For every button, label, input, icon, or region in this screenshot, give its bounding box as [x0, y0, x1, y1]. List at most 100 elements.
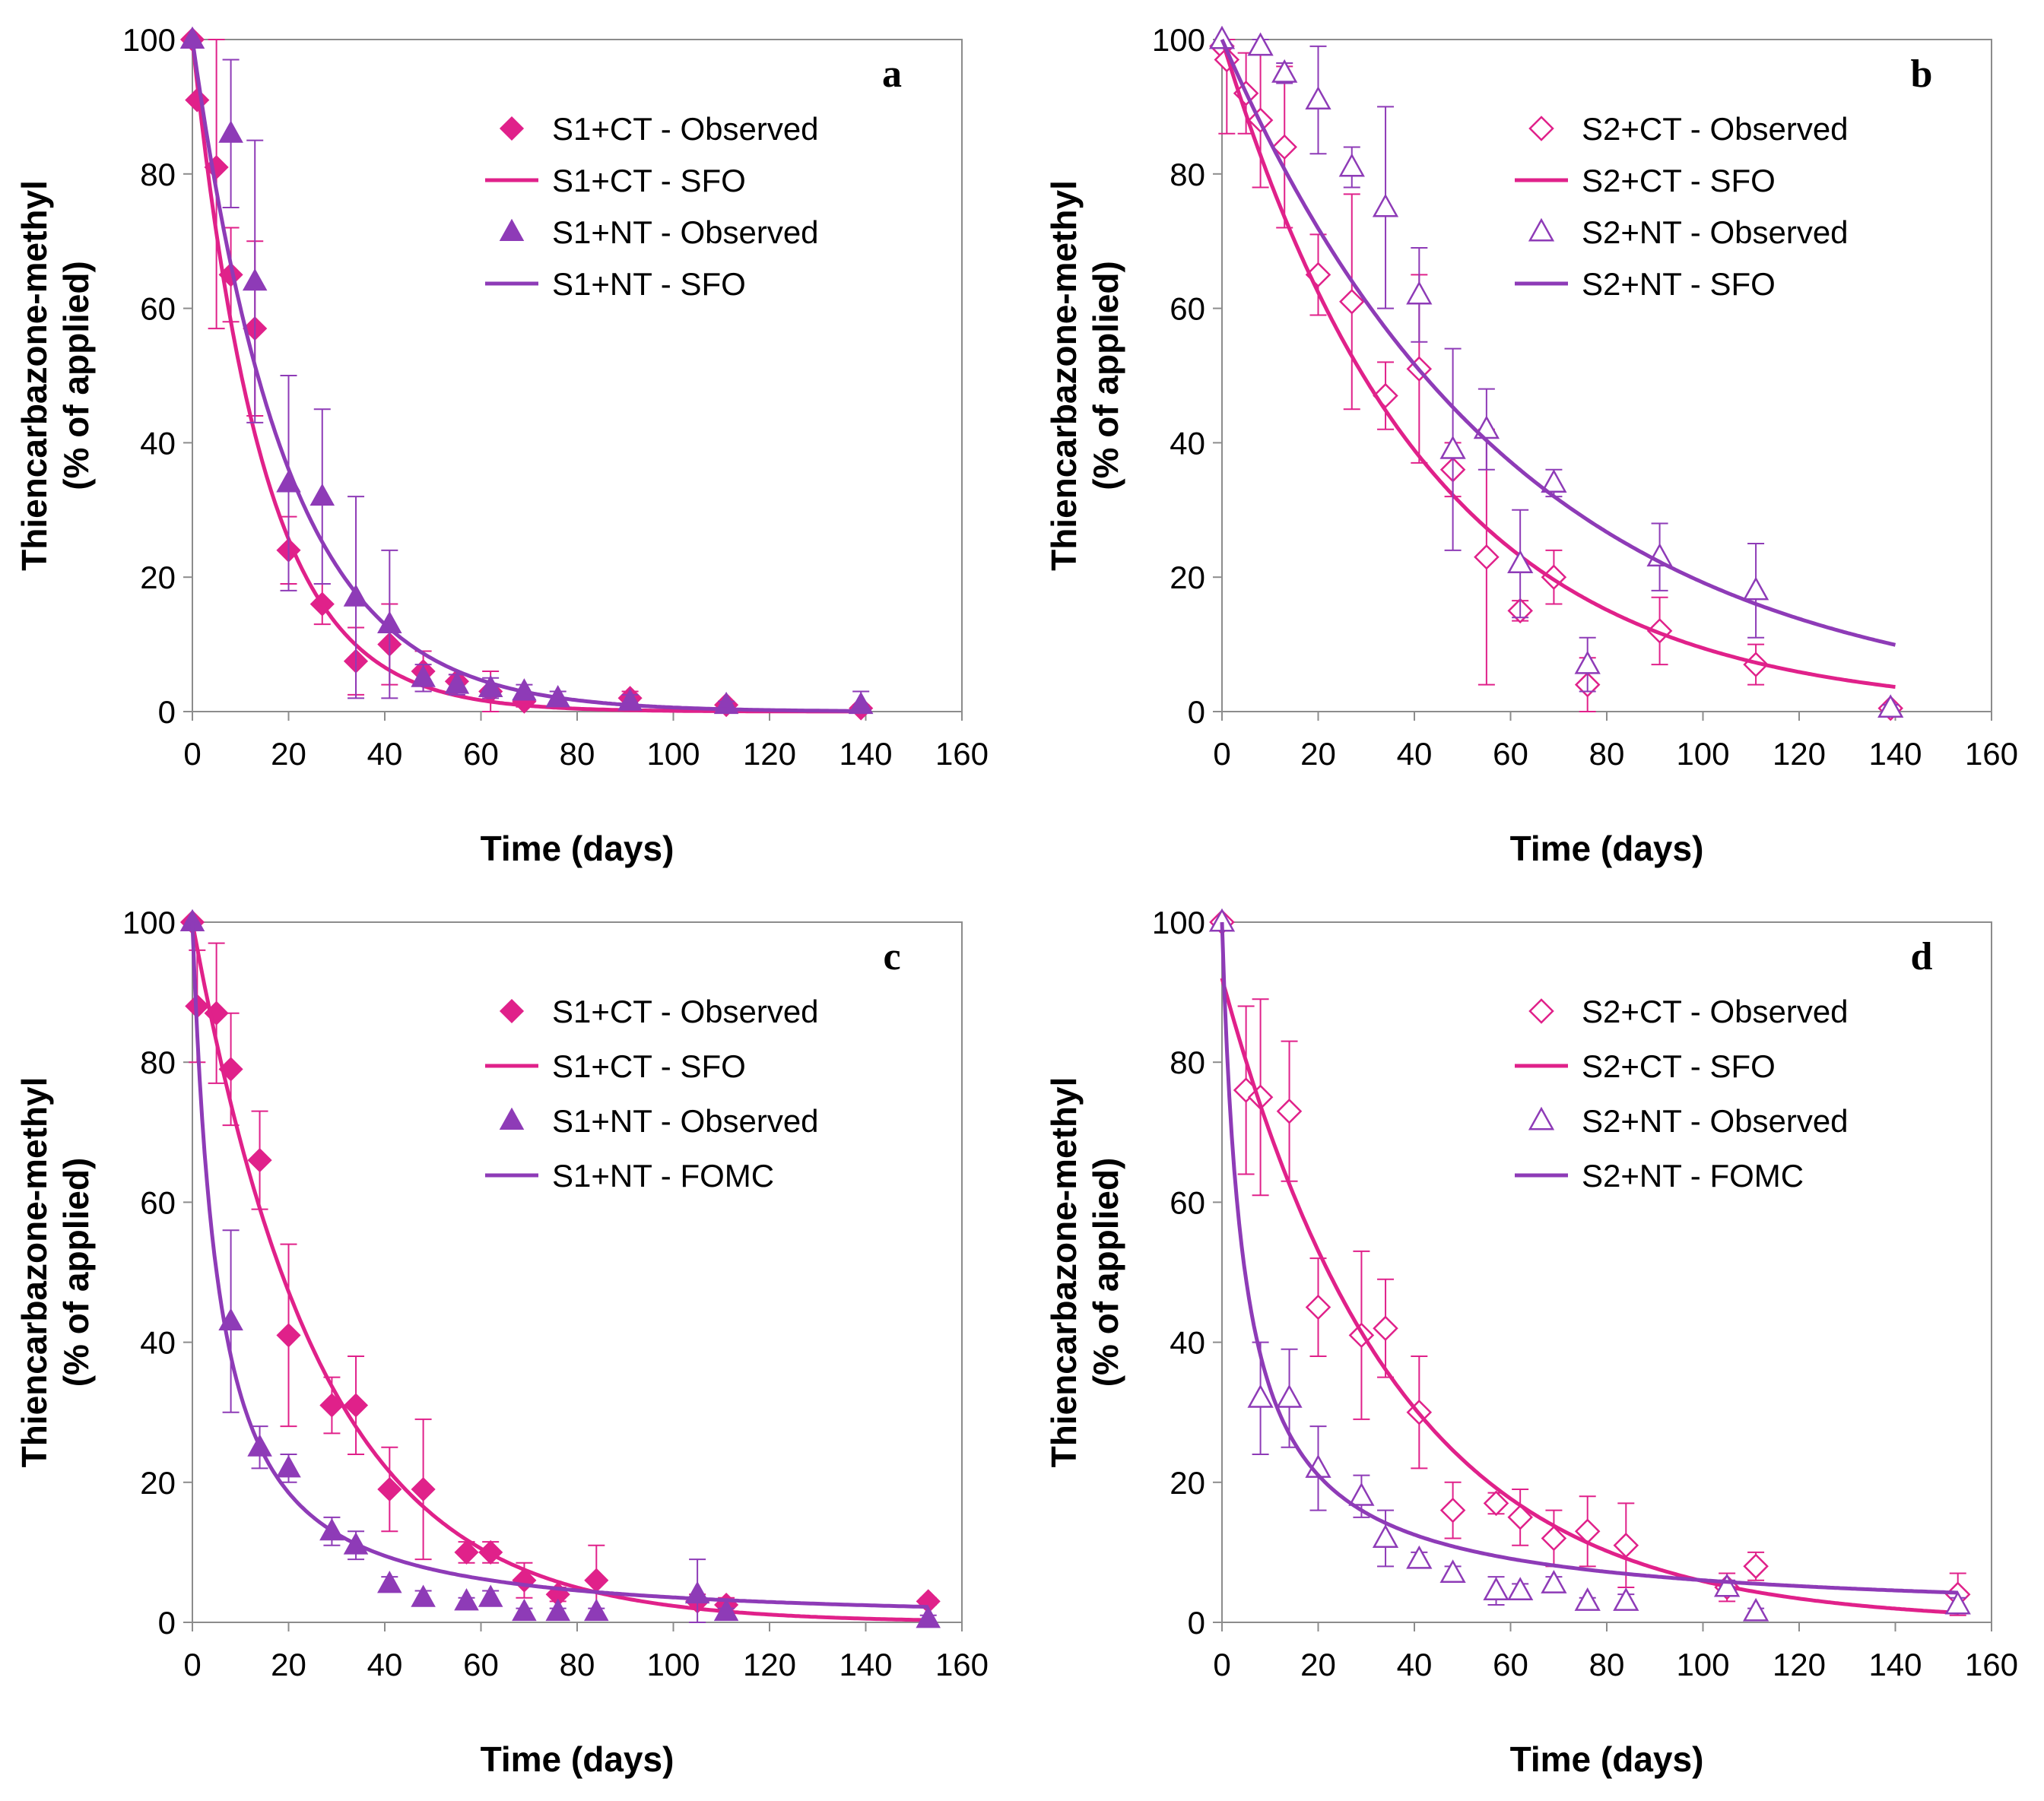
series-s2-ct-sfo: [1220, 978, 1958, 1615]
panel-a: 0 20 40 60 80 100 120 140 160 0 20 40 60 80 100 Time (d…: [14, 22, 989, 868]
x-tick-label: 80: [560, 736, 595, 772]
x-tick-label: 100: [1676, 1647, 1729, 1682]
data-point-triangle: [1348, 1482, 1375, 1506]
legend-marker-swatch: [499, 998, 525, 1024]
legend-marker-swatch: [1528, 998, 1554, 1024]
y-tick-label: 40: [140, 1325, 176, 1361]
data-point-triangle: [1208, 25, 1236, 49]
y-tick-label: 20: [140, 560, 176, 595]
x-tick-label: 80: [1589, 1647, 1625, 1682]
panel-letter: b: [1911, 52, 1933, 96]
legend-item-s1-ct-observed: S1+CT - Observed: [499, 994, 819, 1029]
legend-label: S2+CT - SFO: [1582, 163, 1776, 198]
series-s2-ct-sfo: [1220, 39, 1896, 689]
data-point-triangle: [411, 1584, 436, 1607]
legend-item-s1-nt-observed: S1+NT - Observed: [499, 1103, 819, 1139]
legend-item-s2-nt-observed: S2+NT - Observed: [1528, 214, 1849, 250]
data-point-triangle: [1483, 1577, 1509, 1601]
legend-label: S1+NT - FOMC: [552, 1158, 774, 1194]
series-s1-ct-sfo: [190, 921, 928, 1622]
panel-d: 0 20 40 60 80 100 120 140 160 0 20 40 60 80 100 Time (d…: [1044, 905, 2018, 1779]
fit-curve-s2-ct-sfo: [1220, 39, 1896, 689]
y-tick-label: 0: [1188, 1605, 1205, 1641]
x-tick-label: 80: [1589, 736, 1625, 772]
legend-label: S2+CT - Observed: [1582, 994, 1849, 1029]
legend-label: S1+NT - SFO: [552, 266, 746, 302]
x-tick-label: 100: [1676, 736, 1729, 772]
y-tick-label: 60: [1170, 1184, 1205, 1220]
panel-letter: a: [882, 52, 902, 96]
series-s2-nt-sfo: [1220, 38, 1896, 647]
legend-item-s1-ct-observed: S1+CT - Observed: [499, 111, 819, 147]
legend-marker-swatch: [499, 1107, 525, 1130]
y-tick-label: 60: [140, 1184, 176, 1220]
data-point-triangle: [1574, 1587, 1601, 1611]
y-tick-label: 80: [1170, 1045, 1205, 1080]
data-point-triangle: [1742, 1597, 1769, 1622]
legend-label: S1+CT - SFO: [552, 1048, 746, 1084]
x-tick-label: 120: [743, 736, 796, 772]
data-point-diamond: [1373, 1315, 1398, 1341]
y-tick-label: 0: [158, 1605, 176, 1641]
series-s2-nt-fomc: [1220, 921, 1958, 1595]
data-point-triangle: [411, 664, 436, 687]
data-point-triangle: [1541, 1570, 1567, 1593]
data-point-triangle: [1439, 1559, 1466, 1584]
x-tick-label: 20: [271, 1647, 306, 1682]
panel-letter: d: [1911, 935, 1933, 978]
x-tick-label: 0: [1213, 1647, 1230, 1682]
data-point-triangle: [1247, 32, 1274, 56]
legend-label: S2+CT - SFO: [1582, 1048, 1776, 1084]
legend-marker-swatch: [1528, 1106, 1555, 1130]
x-tick-label: 140: [1868, 1647, 1922, 1682]
series-s1-nt-fomc: [190, 921, 928, 1609]
fit-curve-s1-nt-sfo: [190, 39, 866, 713]
y-axis-title: Thiencarbazone-methyl: [14, 1077, 54, 1468]
data-point-triangle: [1406, 281, 1433, 305]
data-point-diamond: [1271, 134, 1297, 160]
x-tick-label: 0: [183, 736, 201, 772]
data-point-triangle: [309, 483, 335, 506]
data-point-triangle: [1338, 153, 1365, 177]
y-tick-label: 100: [122, 22, 176, 58]
legend: S2+CT - Observed S2+CT - SFO S2+NT - Obser…: [1515, 111, 1849, 302]
y-tick-label: 80: [140, 1045, 176, 1080]
legend-item-s2-nt-fomc: S2+NT - FOMC: [1515, 1158, 1804, 1194]
data-point-triangle: [478, 1584, 503, 1607]
legend-marker-swatch: [499, 116, 525, 141]
y-tick-label: 40: [140, 425, 176, 461]
y-tick-label: 20: [1170, 560, 1205, 595]
panel-c: 0 20 40 60 80 100 120 140 160 0 20 40 60 80 100 Time (d…: [14, 905, 989, 1779]
data-point-diamond: [1743, 1553, 1769, 1580]
x-tick-label: 60: [1493, 736, 1528, 772]
x-tick-label: 60: [463, 736, 499, 772]
legend-label: S2+CT - Observed: [1582, 111, 1849, 147]
data-point-diamond: [247, 1148, 272, 1173]
data-point-triangle: [1276, 1384, 1303, 1408]
y-tick-label: 0: [158, 694, 176, 730]
data-point-triangle: [1406, 1545, 1433, 1569]
x-tick-label: 120: [1773, 736, 1826, 772]
legend-item-s1-nt-observed: S1+NT - Observed: [499, 214, 819, 250]
x-tick-label: 60: [1493, 1647, 1528, 1682]
x-tick-label: 160: [935, 736, 989, 772]
y-tick-label: 20: [140, 1465, 176, 1501]
data-point-triangle: [1507, 550, 1534, 574]
series-s1-nt-sfo: [190, 39, 866, 713]
legend-item-s1-ct-sfo: S1+CT - SFO: [485, 1048, 746, 1084]
legend-label: S1+CT - Observed: [552, 994, 819, 1029]
y-tick-label: 60: [1170, 291, 1205, 327]
data-point-triangle: [916, 1606, 941, 1628]
y-tick-label: 40: [1170, 425, 1205, 461]
legend-item-s2-nt-observed: S2+NT - Observed: [1528, 1103, 1849, 1139]
fit-curve-s2-ct-sfo: [1220, 978, 1958, 1615]
data-point-triangle: [377, 1571, 402, 1593]
data-point-triangle: [1742, 576, 1769, 601]
data-point-triangle: [1944, 1590, 1971, 1615]
x-tick-label: 140: [1868, 736, 1922, 772]
x-axis-title: Time (days): [481, 829, 674, 868]
x-tick-label: 20: [1300, 1647, 1336, 1682]
fit-curve-s1-ct-sfo: [190, 921, 928, 1622]
data-point-triangle: [1613, 1587, 1639, 1611]
x-axis-title: Time (days): [481, 1739, 674, 1779]
